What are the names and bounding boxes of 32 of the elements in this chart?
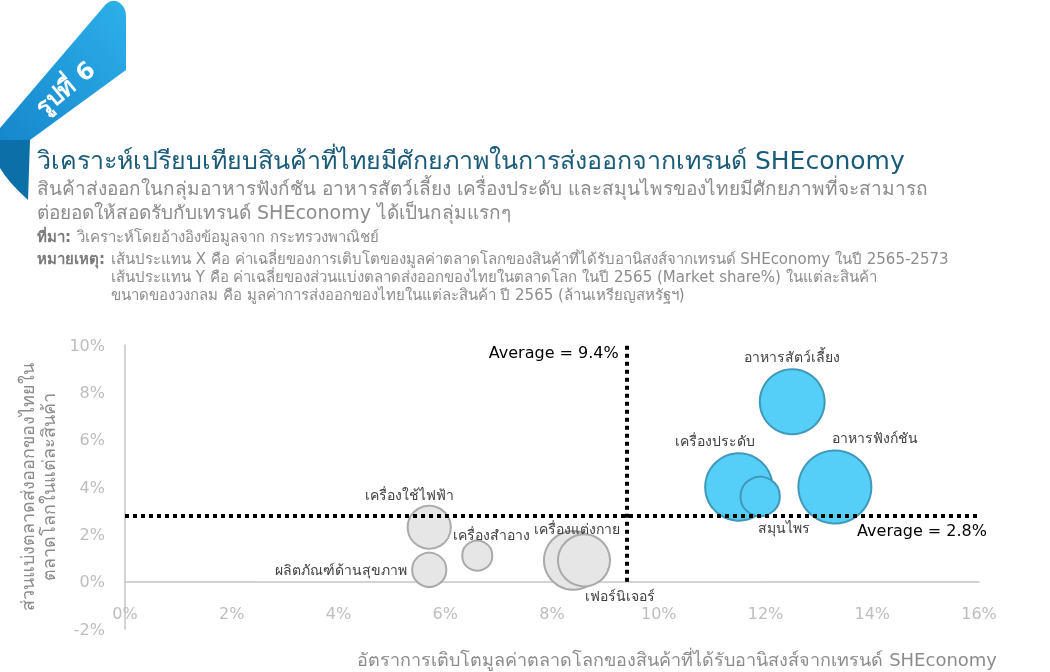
series-label: เครื่องใช้ไฟฟ้า (364, 485, 454, 503)
y-axis-title: ส่วนแบ่งตลาดส่งออกของไทยใน ตลาดโลกในแต่ละสินค้า (16, 363, 59, 611)
y-tick-label: 8% (79, 382, 105, 402)
series-label: อาหารฟังก์ชัน (831, 430, 918, 447)
x-tick-label: 12% (747, 604, 784, 624)
x-tick-label: 2% (219, 604, 245, 624)
x-tick-label: 4% (325, 604, 352, 624)
text: หมายเหตุ: เส้นประแทน X คือ ค่าเฉลี่ยของการเติบโตของมูลค่าตลาดโลกของสินค้าที่ได้รับอานิสงส์จากเทรนด์ SHEconomy ในปี 2565-2573 เส้นประแทน Y คือ ค่าเฉลี่ยของส่วนแบ่งตลาดส่งออกของไทยในตลาดโลก ในปี 2565 (Market share%) ในแต่ละสินค้า ขนาดของวงกลม คือ มูลค่าการส่งออกของไทยในแต่ละสินค้า ปี 2565 (ล้านเหรียญสหรัฐฯ) (37, 250, 949, 304)
y-tick-label: 0% (79, 572, 105, 592)
y-tick-label: 10% (69, 335, 105, 355)
series-label: อาหารสัตว์เลี้ยง (744, 347, 841, 366)
series-label: ผลิตภัณฑ์ด้านสุขภาพ (275, 561, 408, 579)
ref-line-label: Average = 2.8% (857, 520, 987, 540)
y-tick-label: 2% (79, 524, 105, 544)
y-tick-label: 6% (79, 430, 105, 450)
x-axis-title: อัตราการเติบโตมูลค่าตลาดโลกของสินค้าที่ได้รับอานิสงส์จากเทรนด์ SHEconomy (357, 646, 998, 671)
chart-subtitle: สินค้าส่งออกในกลุ่มอาหารฟังก์ชัน อาหารสัตว์เลี้ยง เครื่องประดับ และสมุนไพรของไทยมีศักยภาพที่จะสามารถต่อยอดให้สอดรับกับเทรนด์ SHEconomy ได้เป็นกลุ่มแรกๆ (37, 176, 930, 224)
ref-line-label: Average = 9.4% (488, 342, 619, 362)
series-label: เครื่องแต่งกาย (534, 519, 621, 537)
y-tick-label: 4% (79, 477, 105, 497)
x-tick-label: 14% (854, 604, 891, 624)
text: ที่มา: วิเคราะห์โดยอ้างอิงข้อมูลจาก กระทรวงพาณิชย์ (37, 228, 379, 246)
x-tick-label: 16% (961, 604, 997, 624)
series-label: เฟอร์นิเจอร์ (585, 588, 656, 605)
series-label: สมุนไพร (758, 520, 811, 538)
x-tick-label: 0% (112, 604, 138, 624)
series-label: เครื่องประดับ (674, 432, 755, 450)
x-tick-label: 10% (640, 604, 677, 624)
x-tick-label: 8% (539, 604, 565, 624)
series-label: เครื่องสำอาง (452, 525, 530, 543)
y-tick-label: -2% (73, 619, 105, 639)
x-tick-label: 6% (432, 604, 458, 624)
